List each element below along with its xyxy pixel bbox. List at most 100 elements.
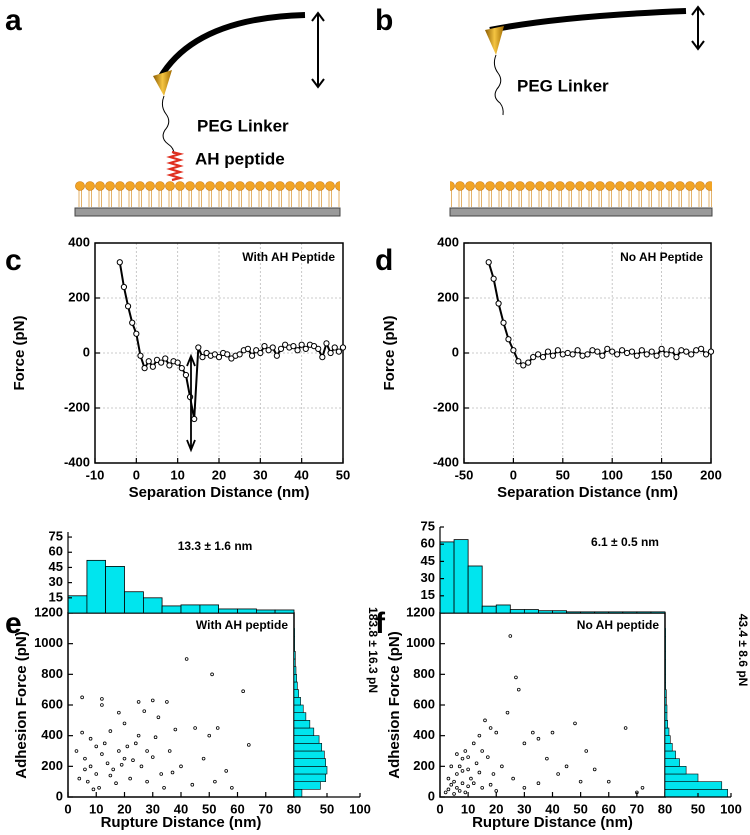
- y-tick-label: 0: [83, 344, 90, 359]
- x-tick-label: 40: [174, 801, 188, 816]
- histogram-bar: [256, 609, 276, 614]
- data-point: [173, 727, 178, 732]
- data-point: [573, 721, 577, 726]
- x-tick-label: 20: [212, 467, 226, 482]
- y-axis-label: Adhesion Force (pN): [13, 631, 30, 779]
- data-point: [559, 351, 566, 358]
- data-point: [495, 300, 502, 307]
- arrow: [691, 5, 705, 51]
- y-tick-label: 400: [68, 234, 90, 249]
- data-point: [339, 344, 347, 351]
- linker: [161, 95, 175, 155]
- histogram-bar: [293, 704, 304, 713]
- data-point: [606, 779, 611, 784]
- annotation: 13.3 ± 1.6 nm: [178, 539, 253, 553]
- histogram-bar: [664, 766, 687, 775]
- y-tick-label: 1200: [34, 604, 63, 619]
- histogram-bar: [293, 712, 307, 721]
- data-point: [466, 767, 470, 772]
- annotation: 6.1 ± 0.5 nm: [591, 535, 659, 549]
- data-point: [486, 755, 490, 759]
- linker-label: PEG Linker: [517, 76, 609, 95]
- linker: [493, 54, 504, 116]
- data-point: [514, 675, 518, 680]
- y-tick-label: 0: [428, 788, 435, 803]
- data-point: [483, 718, 487, 723]
- data-point: [190, 782, 195, 787]
- data-point: [545, 756, 549, 761]
- data-point: [516, 687, 521, 692]
- data-point: [554, 347, 561, 354]
- data-point: [452, 779, 456, 784]
- x-tick-label: 10: [461, 801, 475, 816]
- data-point: [111, 767, 115, 772]
- data-point: [653, 352, 660, 359]
- data-point: [156, 715, 161, 720]
- data-point: [515, 358, 522, 365]
- data-point: [633, 352, 641, 359]
- data-point: [463, 790, 468, 795]
- substrate: [449, 207, 713, 217]
- data-point: [162, 785, 166, 790]
- histogram-bar: [293, 635, 295, 644]
- data-point: [618, 347, 626, 354]
- data-point: [145, 358, 152, 365]
- x-tick-label: 40: [294, 467, 308, 482]
- y-tick-label: 60: [421, 536, 435, 551]
- data-point: [323, 340, 330, 347]
- panel-letter: d: [375, 244, 393, 277]
- y-tick-label: 200: [68, 289, 90, 304]
- histogram-bar: [594, 611, 610, 614]
- data-point: [578, 779, 583, 784]
- y-tick-label: 1000: [34, 635, 63, 650]
- peptide: [166, 150, 185, 182]
- data-point: [213, 779, 217, 784]
- data-point: [120, 283, 128, 291]
- x-tick-label: 80: [287, 801, 301, 816]
- annotation: 43.4 ± 8.6 pN: [736, 614, 750, 687]
- x-tick-label: 60: [230, 801, 244, 816]
- data-point: [477, 733, 482, 738]
- data-point: [215, 726, 220, 730]
- data-point: [449, 782, 454, 787]
- diagram-a: a PEG Linker AH peptide: [5, 4, 341, 217]
- data-point: [136, 700, 141, 704]
- data-point: [150, 755, 155, 759]
- data-point: [77, 776, 82, 781]
- data-point: [184, 657, 189, 661]
- data-point: [83, 756, 87, 761]
- histogram-bar: [664, 727, 670, 736]
- data-point: [544, 348, 552, 355]
- x-tick-label: 0: [436, 801, 443, 816]
- data-point: [145, 779, 149, 784]
- data-point: [446, 787, 451, 792]
- data-point: [623, 349, 631, 357]
- data-point: [137, 352, 144, 359]
- data-point: [658, 345, 665, 352]
- data-point: [315, 345, 322, 352]
- data-point: [210, 672, 214, 677]
- data-point: [471, 781, 476, 785]
- data-point: [150, 698, 155, 703]
- data-point: [471, 741, 476, 746]
- data-point: [635, 790, 639, 795]
- data-point: [228, 355, 235, 362]
- y-tick-label: 1200: [406, 604, 435, 619]
- data-point: [224, 351, 231, 358]
- data-point: [319, 354, 326, 361]
- data-point: [494, 789, 499, 793]
- data-point: [522, 741, 527, 746]
- plot-frame: [67, 612, 295, 798]
- data-point: [707, 348, 715, 355]
- substrate: [74, 207, 341, 217]
- data-point: [491, 772, 496, 776]
- data-point: [282, 341, 289, 348]
- x-tick-label: 0: [64, 801, 71, 816]
- histogram-bar: [481, 605, 497, 614]
- data-point: [191, 415, 198, 423]
- x-tick-label: 100: [349, 801, 371, 816]
- data-point: [693, 347, 700, 354]
- histogram-bar: [664, 720, 668, 729]
- histogram-bar: [293, 643, 295, 652]
